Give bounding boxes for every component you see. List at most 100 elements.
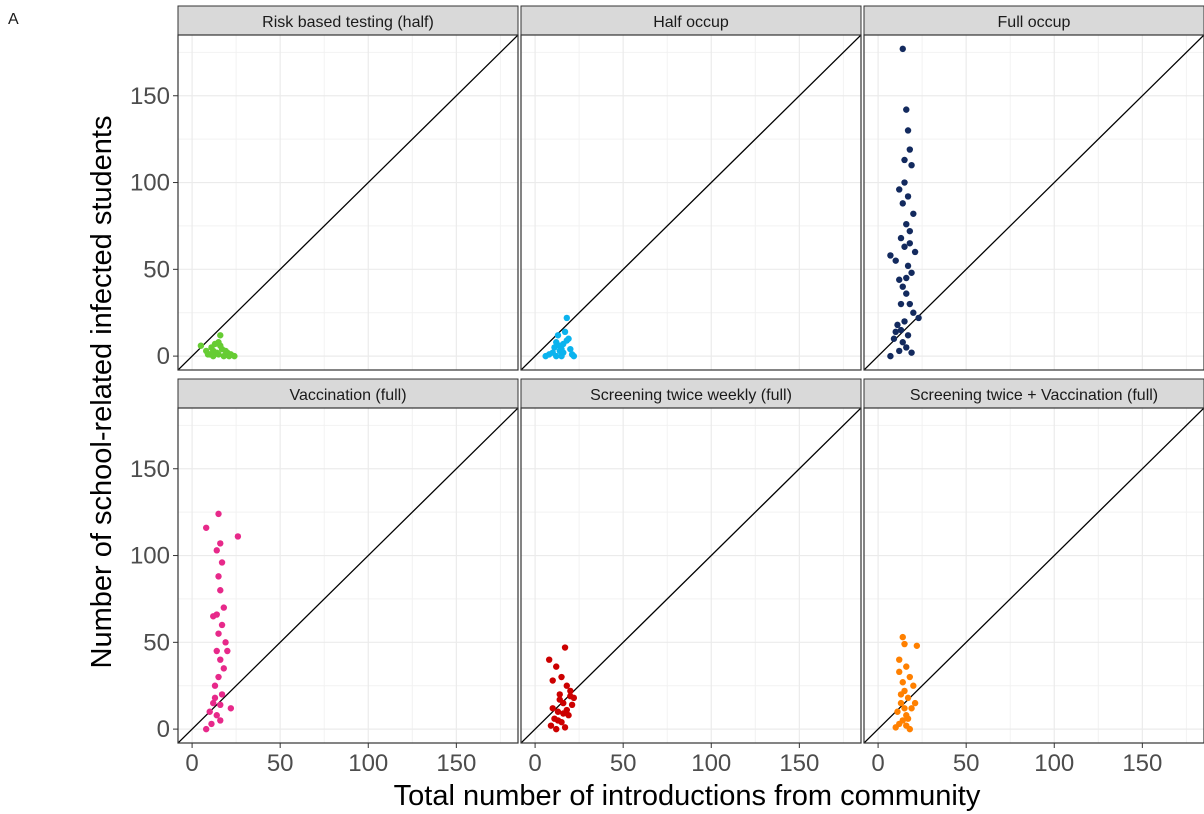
data-point — [892, 257, 899, 264]
data-point — [213, 712, 220, 719]
y-tick-label: 0 — [157, 343, 170, 370]
x-tick-label: 50 — [953, 750, 980, 777]
x-tick-label: 100 — [348, 750, 388, 777]
data-point — [561, 644, 569, 651]
y-tick-label: 150 — [130, 456, 170, 483]
data-point — [894, 708, 901, 715]
data-point — [901, 179, 908, 186]
y-tick-label: 100 — [130, 170, 170, 197]
plot-content — [178, 35, 518, 370]
data-point — [211, 682, 219, 689]
x-tick-label: 50 — [267, 750, 294, 777]
data-point — [906, 240, 914, 247]
data-point — [227, 705, 235, 712]
data-point — [903, 722, 910, 729]
data-point — [211, 694, 219, 702]
data-point — [908, 349, 915, 356]
data-point — [903, 220, 910, 228]
facet-title: Half occup — [653, 14, 729, 31]
data-point — [549, 705, 556, 712]
data-point — [906, 227, 914, 235]
data-point — [899, 200, 906, 207]
data-point — [197, 342, 205, 349]
data-point — [551, 344, 558, 351]
data-point — [217, 540, 224, 547]
data-point — [211, 340, 219, 348]
data-point — [547, 722, 555, 729]
data-point — [894, 321, 901, 329]
data-point — [903, 106, 910, 113]
identity-line — [521, 35, 861, 370]
facet-panel: Screening twice + Vaccination (full) 0 50 1… — [863, 378, 1204, 777]
data-point — [213, 647, 220, 655]
x-axis-title: Total number of introductions from commu… — [394, 780, 981, 812]
data-point — [908, 269, 915, 276]
data-point — [899, 283, 906, 290]
data-point — [901, 243, 908, 250]
facet-strip — [177, 5, 519, 36]
data-point — [899, 339, 906, 346]
data-point — [910, 682, 917, 689]
panel-border — [520, 407, 862, 744]
data-point — [903, 274, 910, 282]
y-axis-title: Number of school-related infected studen… — [86, 116, 118, 669]
plot-content — [864, 408, 1204, 743]
data-point — [903, 290, 910, 297]
data-point — [897, 300, 905, 308]
data-point — [215, 510, 222, 518]
facet-panel: Vaccination (full) 0 50 100 150 0 50 100 150 — [130, 378, 519, 777]
data-point — [213, 547, 220, 554]
data-point — [901, 156, 908, 164]
data-point — [208, 720, 215, 728]
x-tick-label: 100 — [1034, 750, 1074, 777]
data-point — [210, 699, 217, 707]
facet-strip — [520, 5, 862, 36]
data-point — [897, 691, 905, 698]
data-point — [904, 332, 912, 339]
data-point — [224, 647, 231, 655]
data-point — [904, 193, 912, 200]
data-point — [904, 694, 912, 702]
data-point — [217, 587, 224, 594]
data-point — [896, 276, 903, 283]
data-point — [563, 314, 571, 322]
data-point — [218, 621, 226, 629]
data-point — [910, 309, 917, 316]
data-point — [554, 332, 562, 339]
data-point — [897, 234, 905, 242]
data-point — [554, 717, 562, 724]
panel-border — [177, 34, 519, 371]
data-point — [903, 663, 910, 670]
data-point — [904, 262, 912, 270]
data-point — [565, 712, 572, 719]
data-point — [222, 639, 229, 646]
data-point — [892, 724, 899, 731]
data-point — [558, 345, 565, 353]
facet-title: Screening twice weekly (full) — [590, 387, 792, 404]
facet-panels: Risk based testing (half) 0 50 100 150 Half o… — [130, 5, 1204, 777]
data-point — [556, 696, 563, 703]
facet-strip — [177, 378, 519, 409]
facet-panel: Risk based testing (half) 0 50 100 150 — [130, 5, 519, 371]
y-tick-label: 50 — [143, 256, 170, 283]
data-point — [901, 705, 908, 712]
data-point — [890, 335, 898, 342]
data-point — [897, 699, 905, 707]
data-point — [896, 347, 903, 355]
data-point — [904, 715, 912, 722]
data-point — [568, 701, 576, 709]
data-point — [218, 559, 226, 566]
data-point — [561, 328, 569, 336]
data-point — [911, 699, 919, 707]
data-point — [906, 300, 914, 308]
data-point — [558, 673, 565, 681]
y-tick-label: 150 — [130, 83, 170, 110]
data-point — [217, 342, 224, 349]
data-point — [215, 630, 222, 637]
data-point — [210, 613, 217, 620]
data-point — [899, 679, 906, 686]
data-point — [908, 161, 915, 169]
y-tick-label: 0 — [157, 716, 170, 743]
data-point — [563, 682, 571, 689]
data-point — [560, 710, 567, 717]
